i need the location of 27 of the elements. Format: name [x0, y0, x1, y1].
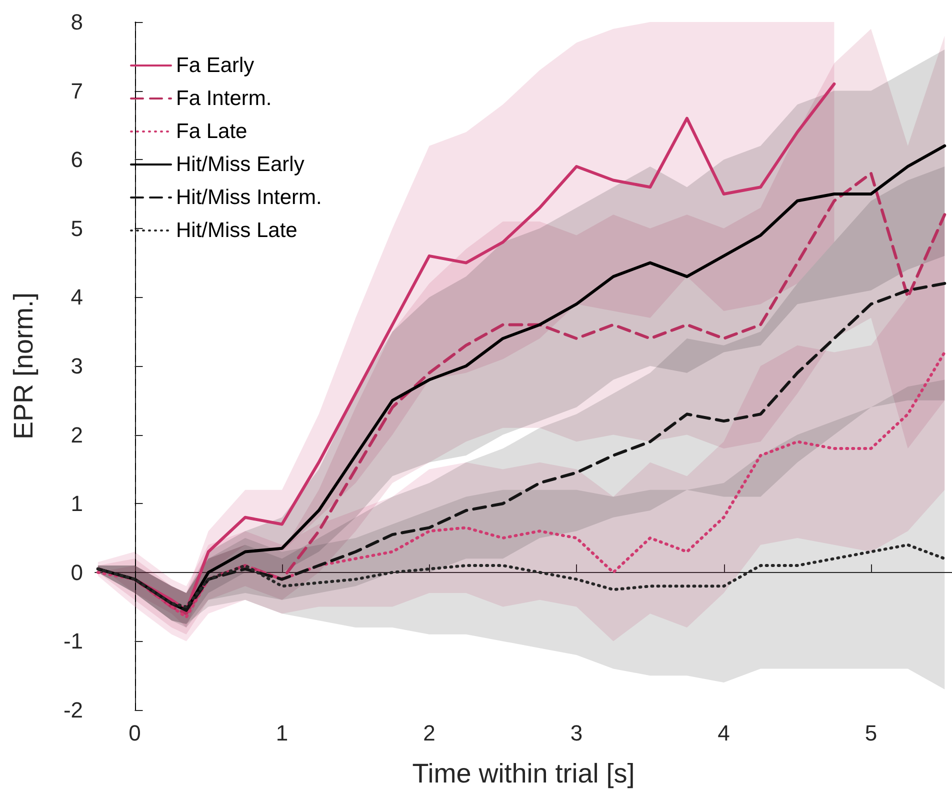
y-tick-label: 8 — [70, 10, 83, 34]
x-tick-label: 5 — [864, 720, 878, 746]
legend-label: Hit/Miss Early — [176, 153, 305, 176]
y-tick-label: 4 — [70, 284, 83, 310]
y-tick-label: 0 — [70, 560, 83, 585]
legend-label: Fa Early — [176, 54, 255, 77]
y-tick-label: 3 — [70, 354, 83, 378]
x-tick-label: 4 — [718, 720, 730, 746]
y-tick-label: 1 — [70, 491, 83, 516]
x-tick-label: 1 — [276, 720, 288, 746]
x-tick-label: 3 — [570, 720, 583, 746]
legend-label: Fa Late — [176, 120, 248, 143]
legend-label: Hit/Miss Late — [176, 219, 298, 242]
y-tick-label: 7 — [70, 78, 83, 104]
line-series — [96, 350, 946, 619]
x-axis-title: Time within trial [s] — [412, 758, 635, 788]
legend-label: Fa Interm. — [176, 87, 272, 110]
y-tick-label: 2 — [70, 422, 83, 448]
legend-label: Hit/Miss Interm. — [176, 186, 322, 209]
x-tick-label: 0 — [128, 720, 141, 746]
y-axis-title: EPR [norm.] — [8, 292, 38, 440]
y-tick-label: 5 — [70, 216, 83, 241]
y-tick-label: -2 — [63, 698, 83, 722]
y-tick-label: 6 — [70, 147, 83, 172]
x-tick-label: 2 — [423, 720, 436, 746]
y-tick-label: -1 — [63, 628, 83, 654]
line-series — [96, 282, 946, 612]
